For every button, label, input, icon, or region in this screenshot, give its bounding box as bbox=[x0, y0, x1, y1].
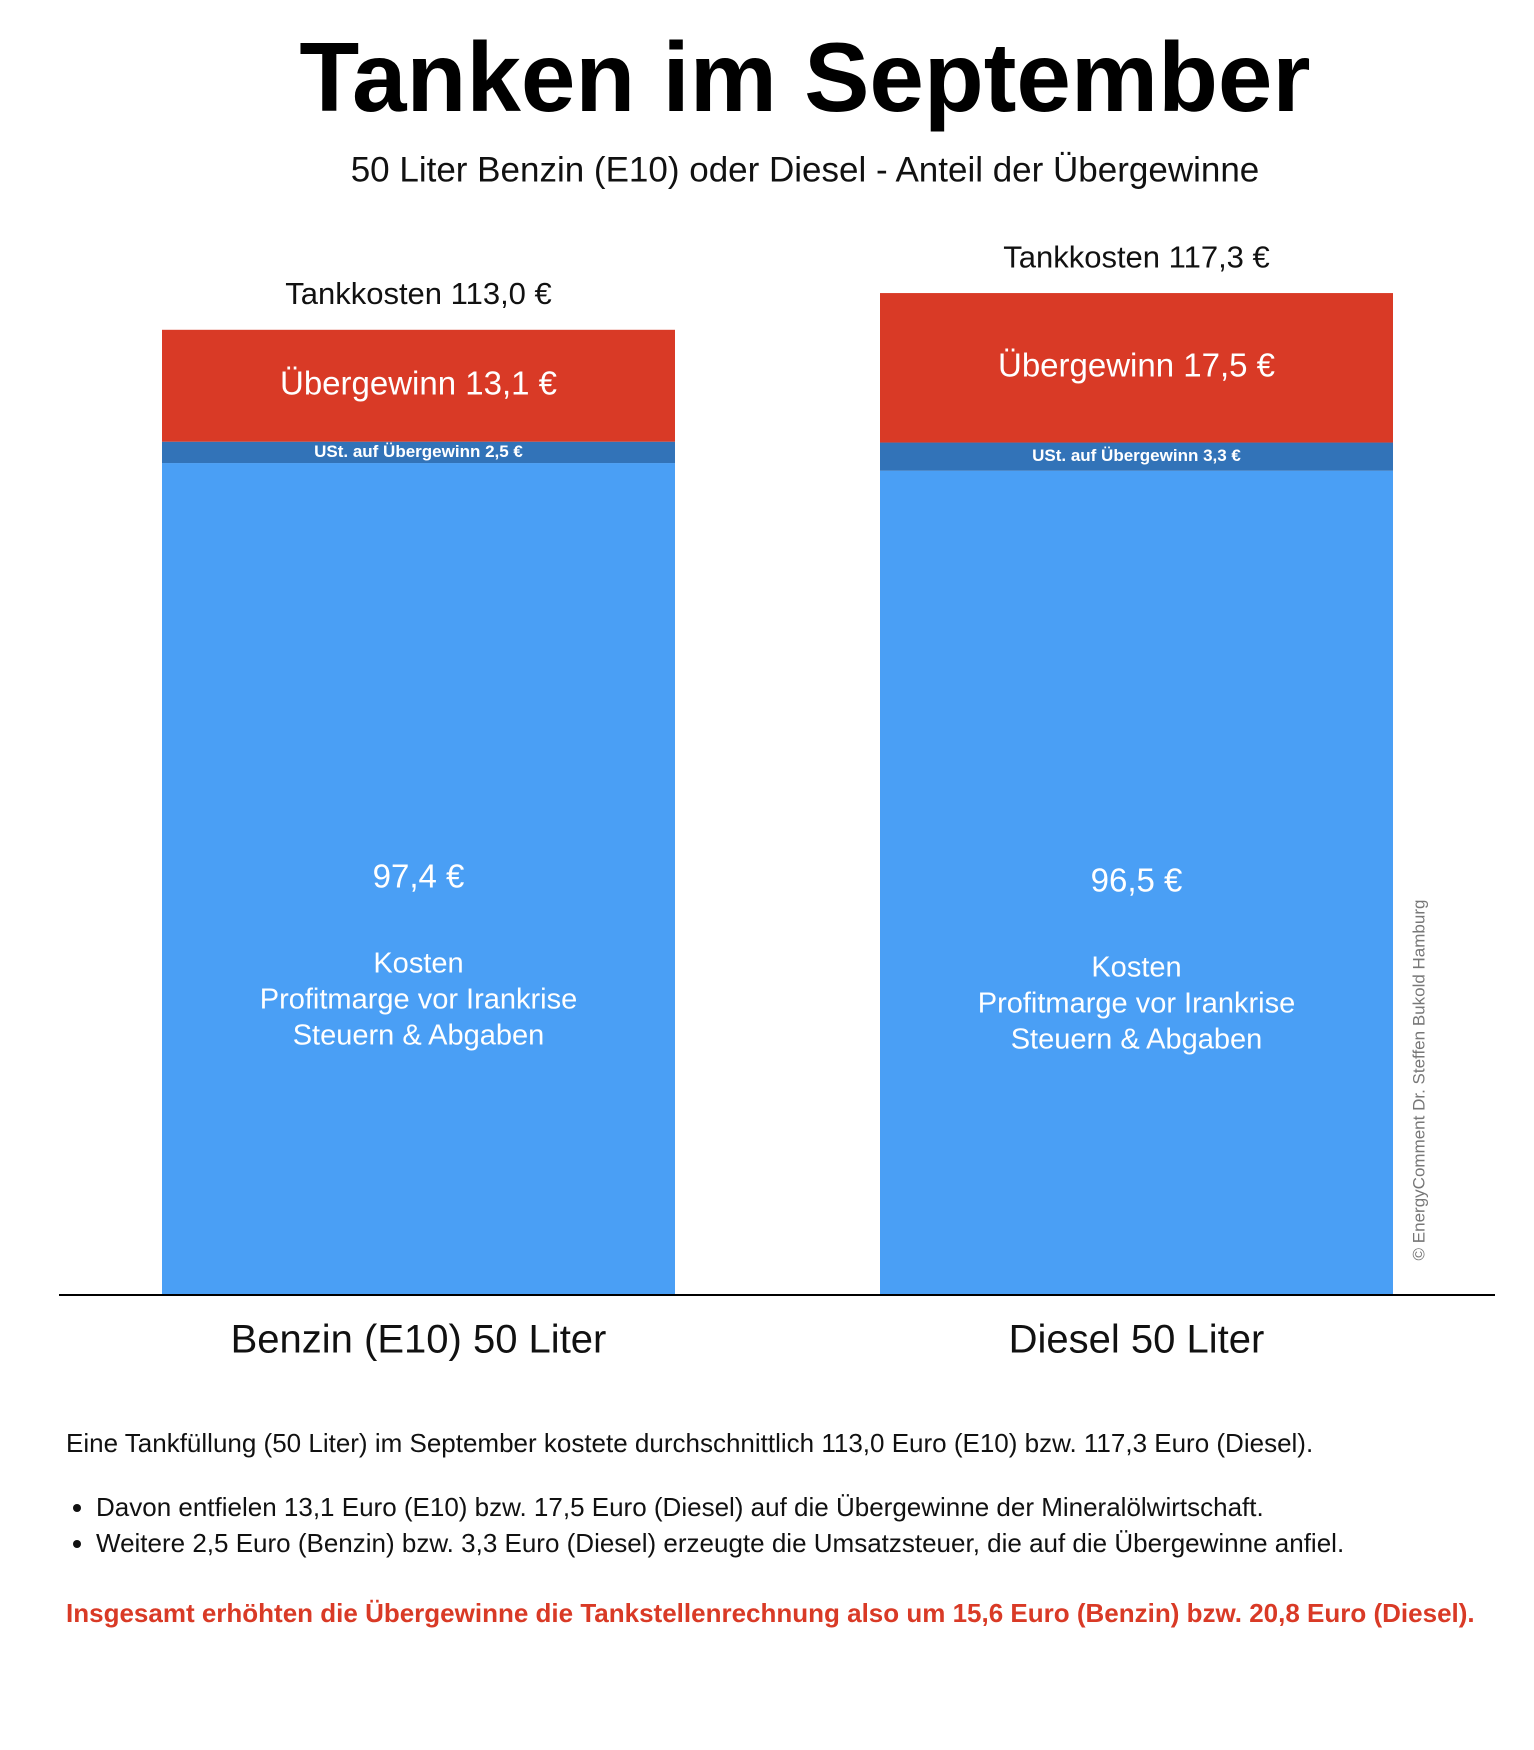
x-tick-label: Benzin (E10) 50 Liter bbox=[231, 1318, 607, 1362]
bar-segment bbox=[880, 470, 1393, 1296]
bullet-list: Davon entfielen 13,1 Euro (E10) bzw. 17,… bbox=[66, 1489, 1486, 1561]
value-label: USt. auf Übergewinn 2,5 € bbox=[314, 442, 523, 461]
conclusion: Insgesamt erhöhten die Übergewinne die T… bbox=[66, 1598, 1475, 1628]
bullet: Davon entfielen 13,1 Euro (E10) bzw. 17,… bbox=[96, 1489, 1486, 1525]
value-label: USt. auf Übergewinn 3,3 € bbox=[1032, 446, 1241, 465]
x-tick-label: Diesel 50 Liter bbox=[1009, 1318, 1265, 1362]
bullet: Weitere 2,5 Euro (Benzin) bzw. 3,3 Euro … bbox=[96, 1525, 1486, 1561]
notes: Eine Tankfüllung (50 Liter) im September… bbox=[66, 1425, 1486, 1631]
value-label: Übergewinn 13,1 € bbox=[280, 364, 557, 401]
segment-description: Profitmarge vor Irankrise bbox=[978, 988, 1296, 1020]
total-label: Tankkosten 117,3 € bbox=[1003, 239, 1270, 274]
segment-description: Profitmarge vor Irankrise bbox=[260, 984, 578, 1016]
bar-segment bbox=[162, 441, 675, 464]
credit: © EnergyComment Dr. Steffen Bukold Hambu… bbox=[1409, 900, 1428, 1261]
value-label: 96,5 € bbox=[1091, 862, 1183, 899]
value-label: 97,4 € bbox=[373, 858, 465, 895]
bar-segment bbox=[162, 463, 675, 1296]
segment-description: Kosten bbox=[373, 948, 463, 980]
total-label: Tankkosten 113,0 € bbox=[285, 276, 552, 311]
chart: Tanken im September 50 Liter Benzin (E10… bbox=[59, 22, 1495, 1362]
segment-description: Steuern & Abgaben bbox=[293, 1020, 545, 1052]
bar-segment bbox=[880, 442, 1393, 471]
intro: Eine Tankfüllung (50 Liter) im September… bbox=[66, 1428, 1314, 1458]
segment-description: Kosten bbox=[1091, 952, 1181, 984]
segment-description: Steuern & Abgaben bbox=[1011, 1024, 1263, 1056]
chart-subtitle: 50 Liter Benzin (E10) oder Diesel - Ante… bbox=[351, 150, 1260, 189]
bar-segment bbox=[162, 329, 675, 442]
chart-title: Tanken im September bbox=[299, 22, 1310, 132]
bar-segment bbox=[880, 293, 1393, 443]
value-label: Übergewinn 17,5 € bbox=[998, 347, 1275, 384]
